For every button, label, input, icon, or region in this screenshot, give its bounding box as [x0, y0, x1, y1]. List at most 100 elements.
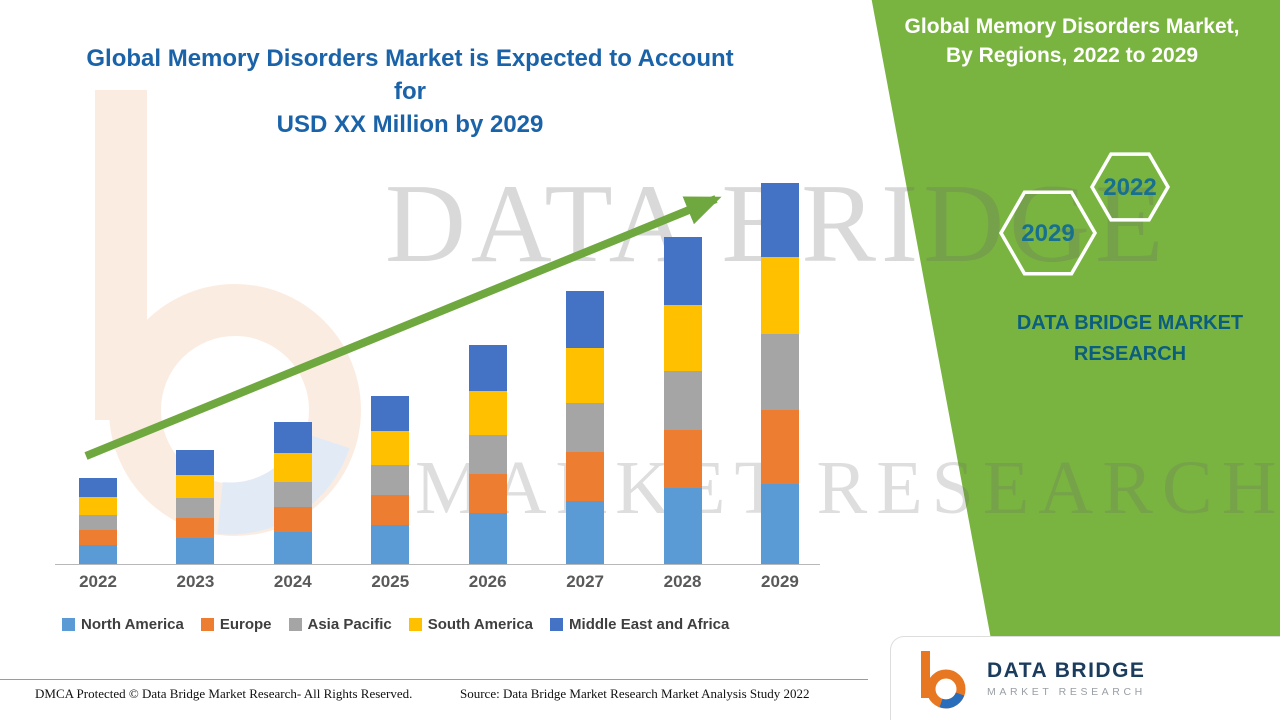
legend-item: South America [408, 616, 534, 633]
chart-legend: North America Europe Asia Pacific South Ame… [62, 616, 729, 633]
hexagon-2029-label: 2029 [1021, 220, 1074, 247]
bar-column-2024: 2024 [253, 130, 333, 599]
bar-segment [371, 396, 410, 431]
stacked-bar [468, 345, 507, 565]
x-axis-label: 2023 [176, 572, 215, 591]
legend-label: Middle East and Africa [569, 616, 730, 633]
legend-item: Asia Pacific [288, 616, 392, 633]
bar-segment [468, 474, 507, 513]
bar-segment [273, 453, 312, 482]
bar-segment [760, 257, 799, 334]
legend-item: North America [62, 616, 184, 633]
legend-swatch [408, 618, 422, 631]
x-axis-label: 2025 [371, 572, 410, 591]
bar-segment [371, 465, 410, 495]
bar-column-2022: 2022 [58, 130, 138, 599]
bar-column-2025: 2025 [350, 130, 430, 599]
stacked-bar [371, 396, 410, 565]
bar-segment [468, 513, 507, 565]
bar-segment [176, 538, 215, 565]
bar-segment [566, 403, 605, 452]
x-axis-label: 2024 [273, 572, 312, 591]
bar-segment [79, 530, 117, 545]
bar-segment [663, 488, 702, 565]
source-note: Source: Data Bridge Market Research Mark… [460, 686, 810, 701]
legend-label: South America [427, 616, 534, 633]
hexagon-2029-icon [998, 190, 1098, 276]
bar-segment [566, 348, 605, 403]
bar-segment [79, 497, 117, 515]
bar-segment [760, 183, 799, 257]
bar-column-2027: 2027 [545, 130, 625, 599]
x-axis-label: 2029 [761, 572, 799, 591]
bar-segment [273, 482, 312, 507]
bar-segment [176, 475, 215, 498]
footer-divider [0, 679, 868, 680]
legend-label: Europe [219, 616, 272, 633]
legend-item: Middle East and Africa [550, 616, 729, 633]
logo-brand-name: DATA BRIDGE [987, 659, 1146, 682]
bar-column-2028: 2028 [643, 130, 723, 599]
bar-segment [371, 525, 410, 565]
bar-segment [566, 291, 605, 348]
legend-swatch [288, 618, 302, 631]
stacked-bar [176, 450, 215, 565]
bar-segment [468, 435, 507, 474]
stacked-bar [760, 183, 799, 565]
bar-segment [663, 371, 702, 430]
hexagon-2022-icon [1089, 152, 1171, 222]
year-hexagons: 2022 2029 [998, 152, 1171, 276]
bar-segment [468, 391, 507, 435]
legend-swatch [200, 618, 214, 631]
stacked-bar [663, 237, 702, 565]
stacked-bar-chart: 2022 2023 2024 2025 2026 2027 2028 2029 [58, 130, 820, 599]
stacked-bar [273, 422, 312, 565]
bar-segment [273, 422, 312, 453]
bar-segment [566, 501, 605, 565]
x-axis-label: 2027 [566, 572, 605, 591]
legend-item: Europe [200, 616, 272, 633]
x-axis-label: 2028 [663, 572, 702, 591]
stacked-bar [566, 291, 605, 565]
right-title-line1: Global Memory Disorders Market, [904, 15, 1240, 38]
bar-column-2026: 2026 [448, 130, 528, 599]
legend-swatch [550, 618, 564, 631]
bar-segment [79, 515, 117, 530]
dmca-notice: DMCA Protected © Data Bridge Market Rese… [35, 686, 413, 701]
x-axis-label: 2022 [79, 572, 117, 591]
chart-title-line1: Global Memory Disorders Market is Expect… [86, 45, 734, 106]
bar-segment [663, 305, 702, 371]
right-panel-brand: DATA BRIDGE MARKET RESEARCH [990, 308, 1270, 370]
bar-column-2029: 2029 [740, 130, 820, 599]
bar-segment [760, 334, 799, 410]
bar-column-2023: 2023 [155, 130, 235, 599]
right-panel-title: Global Memory Disorders Market, By Regio… [872, 12, 1272, 71]
bar-segment [371, 431, 410, 465]
x-axis-line [55, 564, 820, 565]
bar-segment [273, 507, 312, 532]
logo-brand-subtitle: MARKET RESEARCH [987, 686, 1146, 698]
right-title-line2: By Regions, 2022 to 2029 [945, 44, 1199, 68]
x-axis-label: 2026 [468, 572, 507, 591]
hexagon-2022-label: 2022 [1103, 174, 1156, 201]
legend-label: Asia Pacific [307, 616, 392, 633]
brand-line2: RESEARCH [1073, 343, 1187, 365]
bar-segment [566, 452, 605, 501]
stacked-bar [79, 478, 117, 565]
bar-segment [760, 410, 799, 484]
bar-segment [663, 237, 702, 305]
bar-segment [79, 478, 117, 497]
legend-label: North America [81, 616, 184, 633]
bar-segment [79, 545, 117, 565]
bar-segment [468, 345, 507, 391]
chart-title: Global Memory Disorders Market is Expect… [70, 42, 750, 141]
bar-segment [273, 532, 312, 565]
bar-segment [176, 450, 215, 475]
brand-line1: DATA BRIDGE MARKET [1016, 312, 1244, 334]
bar-segment [663, 430, 702, 488]
bar-segment [371, 495, 410, 525]
logo-text-block: DATA BRIDGE MARKET RESEARCH [987, 659, 1146, 698]
databridge-logo-icon [921, 650, 966, 708]
databridge-logo-card: DATA BRIDGE MARKET RESEARCH [890, 636, 1280, 720]
